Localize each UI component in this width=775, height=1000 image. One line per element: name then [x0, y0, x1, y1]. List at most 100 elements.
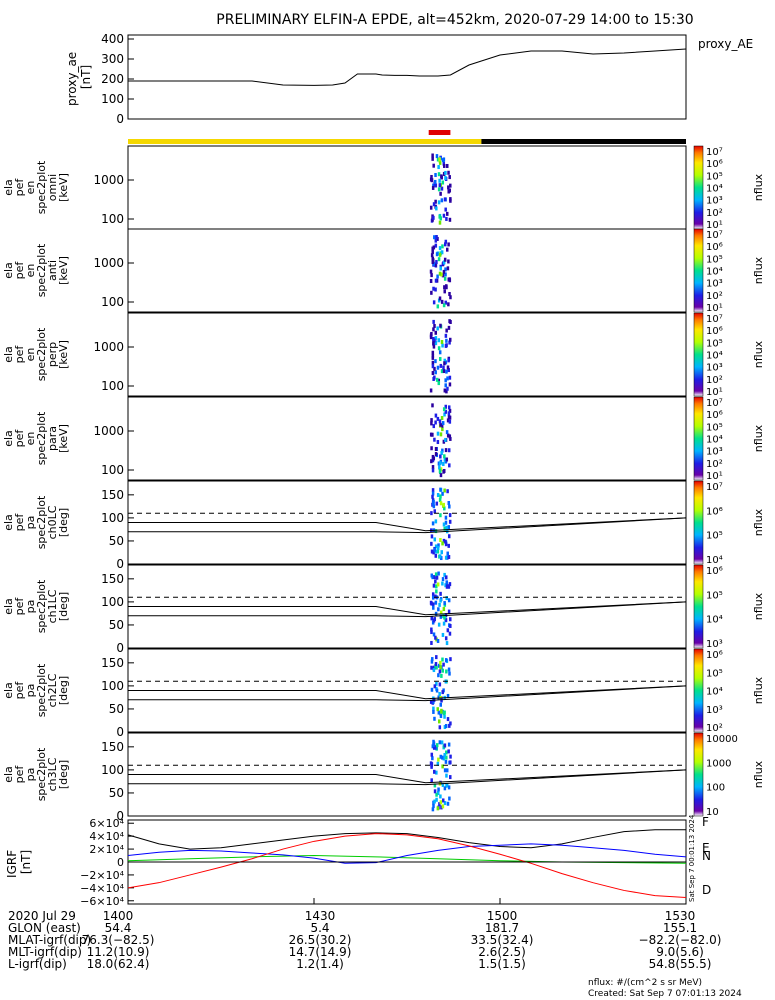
- spectrogram-pixel: [438, 178, 441, 183]
- spectrogram-pixel: [445, 575, 448, 580]
- spectrogram-pixel: [429, 600, 433, 605]
- spectrogram-pixel: [442, 269, 446, 274]
- spectrogram-pixel: [441, 427, 444, 432]
- spectrogram-pixel: [437, 338, 441, 343]
- spectrogram-pixel: [438, 691, 441, 696]
- spectrogram-pixel: [440, 740, 444, 745]
- spectrogram-pixel: [439, 363, 443, 368]
- spectrogram-pixel: [442, 461, 445, 466]
- panel-ytick-label: 0: [116, 725, 124, 739]
- spectrogram-pixel: [447, 543, 450, 548]
- footer-row-label: MLT-igrf(dip): [8, 945, 82, 959]
- spectrogram-pixel: [447, 411, 451, 416]
- spectrogram-pixel: [438, 465, 441, 470]
- spectrogram-pixel: [433, 324, 436, 329]
- spectrogram-pixel: [445, 525, 448, 530]
- footer-row-value: 1530: [665, 909, 696, 923]
- spectrogram-pixel: [434, 594, 437, 599]
- spectrogram-pixel: [442, 502, 445, 507]
- spectrogram-pixel: [447, 501, 451, 506]
- spectrogram-pixel: [439, 702, 442, 707]
- spectrogram-pixel: [445, 430, 449, 435]
- spectrogram-pixel: [436, 304, 440, 309]
- colorbar-tick-label: 10⁵: [706, 668, 723, 679]
- spectrogram-pixel: [431, 595, 435, 600]
- spectrogram-pixel: [437, 607, 440, 612]
- spectrogram-pixel: [441, 421, 445, 426]
- spectrogram-pixel: [432, 741, 436, 746]
- igrf-series-N: [127, 843, 687, 864]
- spectrogram-pixel: [430, 659, 434, 664]
- footer-row-label: MLAT-igrf(dip): [8, 933, 91, 947]
- colorbar-tick-label: 10¹: [706, 220, 723, 231]
- panel-ytick-label: 100: [101, 295, 124, 309]
- spectrogram-pixel: [432, 319, 435, 324]
- igrf-ylabel: IGRF [nT]: [5, 846, 33, 878]
- spectrogram-pixel: [449, 754, 452, 759]
- spectrogram-pixel: [434, 287, 437, 292]
- spectrogram-pixel: [448, 419, 452, 424]
- spectrogram-pixel: [448, 513, 452, 518]
- spectrogram-pixel: [447, 405, 451, 410]
- spectrogram-pixel: [445, 338, 448, 343]
- spectrogram-pixel: [430, 421, 433, 426]
- spectrogram-pixel: [445, 389, 448, 394]
- spectrogram-pixel: [431, 756, 434, 761]
- spectrogram-pixel: [444, 170, 447, 175]
- spectrogram-pixel: [429, 388, 433, 393]
- spectrogram-pixel: [442, 621, 446, 626]
- spectrogram-pixel: [444, 437, 447, 442]
- spectrogram-pixel: [433, 235, 436, 240]
- spectrogram-pixel: [441, 798, 445, 803]
- panel-ylabel: elapefpaspec2plotch0LC[deg]: [2, 495, 70, 549]
- spectrogram-pixel: [444, 343, 448, 348]
- spectrogram-pixel: [439, 598, 442, 603]
- spectrogram-pixel: [429, 335, 433, 340]
- spectrogram-pixel: [440, 339, 444, 344]
- panel-ytick-label: 100: [101, 511, 124, 525]
- spectrogram-pixel: [443, 752, 446, 757]
- spectrogram-pixel: [445, 669, 448, 674]
- panel-ch2: 150 100 50 0 elapefpaspec2plotch2LC[deg] 10⁶ 1…: [2, 648, 765, 739]
- spectrogram-pixel: [444, 520, 448, 525]
- spectrogram-pixel: [442, 369, 446, 374]
- colorbar-tick-label: 10⁵: [706, 254, 723, 265]
- spectrogram-pixel: [438, 468, 442, 473]
- spectrogram-pixel: [438, 350, 442, 355]
- spectrogram-pixel: [442, 213, 446, 218]
- spectrogram-pixel: [430, 762, 434, 767]
- spectrogram-pixel: [442, 756, 446, 761]
- spectrogram-pixel: [435, 154, 439, 159]
- panel-ytick-label: 50: [109, 618, 124, 632]
- spectrogram-pixel: [436, 549, 440, 554]
- spectrogram-pixel: [448, 631, 452, 636]
- spectrogram-pixel: [447, 185, 450, 190]
- spectrogram-pixel: [431, 258, 435, 263]
- spectrogram-pixel: [437, 298, 441, 303]
- spectrogram-pixel: [435, 235, 438, 240]
- spectrogram-pixel: [439, 610, 443, 615]
- spectrogram-pixel: [447, 749, 450, 754]
- spectrogram-pixel: [443, 601, 446, 606]
- spectrogram-pixel: [447, 785, 451, 790]
- spectrogram-pixel: [432, 245, 436, 250]
- spectrogram-pixel: [436, 326, 439, 331]
- colorbar-label: nflux: [752, 508, 765, 536]
- spectrogram-pixel: [436, 493, 440, 498]
- spectrogram-pixel: [430, 752, 434, 757]
- colorbar-label: nflux: [752, 256, 765, 284]
- footer-row-value: 1.5(1.5): [478, 957, 526, 971]
- spectrogram-pixel: [447, 259, 450, 264]
- spectrogram-pixel: [448, 375, 452, 380]
- spectrogram-pixel: [449, 436, 452, 441]
- spectrogram-pixel: [435, 770, 438, 775]
- colorbar-tick-label: 10²: [706, 723, 723, 734]
- spectrogram-pixel: [438, 160, 442, 165]
- spectrogram-pixel: [430, 627, 433, 632]
- spectrogram-pixel: [441, 491, 444, 496]
- spectrogram-pixel: [437, 791, 440, 796]
- proxy-ae-right-label: proxy_AE: [698, 37, 753, 51]
- spectrogram-pixel: [444, 333, 448, 338]
- spectrogram-pixel: [446, 628, 450, 633]
